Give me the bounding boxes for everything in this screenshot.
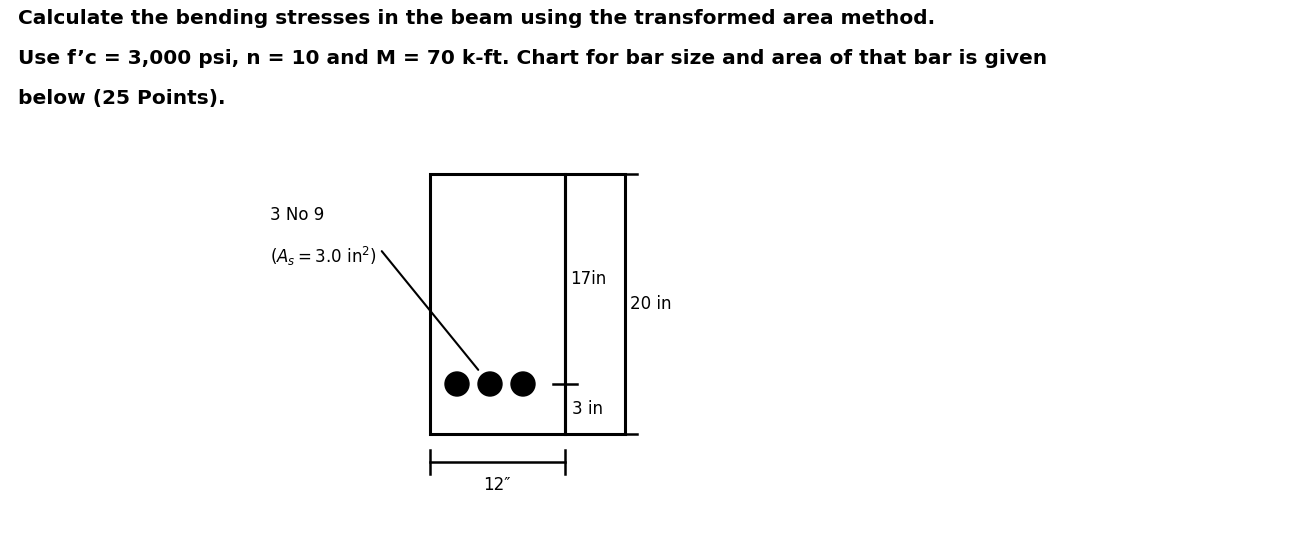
Text: 17in: 17in <box>570 270 606 288</box>
Text: $(A_s = 3.0\ \mathrm{in}^2)$: $(A_s = 3.0\ \mathrm{in}^2)$ <box>270 245 377 268</box>
Text: 12″: 12″ <box>484 476 511 494</box>
Text: 3 No 9: 3 No 9 <box>270 206 324 224</box>
Bar <box>565 174 624 434</box>
Circle shape <box>445 372 470 396</box>
Text: Calculate the bending stresses in the beam using the transformed area method.: Calculate the bending stresses in the be… <box>18 9 935 28</box>
Text: 3 in: 3 in <box>571 400 602 418</box>
Circle shape <box>511 372 535 396</box>
Text: 20 in: 20 in <box>630 295 672 313</box>
Circle shape <box>479 372 502 396</box>
Text: Use f’c = 3,000 psi, n = 10 and M = 70 k-ft. Chart for bar size and area of that: Use f’c = 3,000 psi, n = 10 and M = 70 k… <box>18 49 1047 68</box>
Bar <box>430 174 565 434</box>
Text: below (25 Points).: below (25 Points). <box>18 89 226 108</box>
